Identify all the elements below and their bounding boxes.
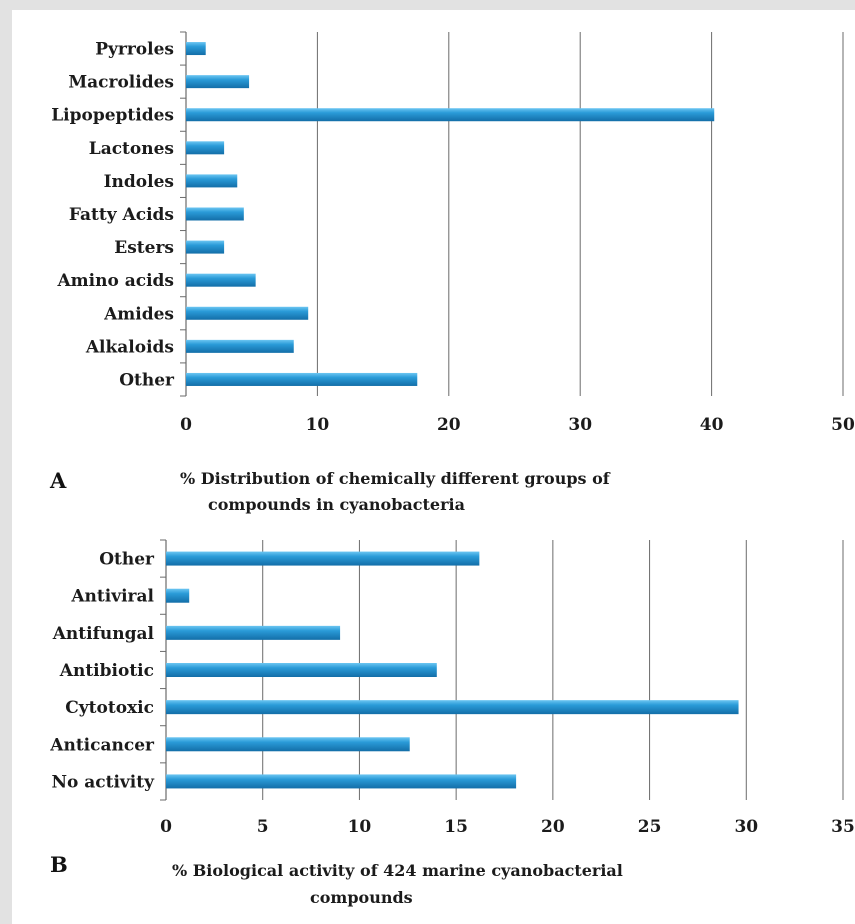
chartA-category-label: Lactones bbox=[89, 139, 174, 159]
chartB-bar-antibiotic bbox=[166, 663, 437, 677]
figure-frame: Pyrroles Macrolides Lipopeptides Lactones In… bbox=[12, 10, 855, 924]
chartB-x-tick-label: 25 bbox=[638, 817, 662, 837]
chartA-category-label: Indoles bbox=[104, 172, 174, 192]
chartA-bar-esters bbox=[186, 240, 225, 254]
chartA-bar-amino-acids bbox=[186, 273, 256, 287]
chartB-x-tick-label: 5 bbox=[257, 817, 269, 837]
chartB-x-tick-label: 15 bbox=[444, 817, 468, 837]
chartB-x-tick-label: 20 bbox=[541, 817, 565, 837]
chartA-category-label: Amino acids bbox=[56, 271, 174, 291]
chartA-x-tick-label: 0 bbox=[180, 415, 192, 435]
chartB-panel-letter: B bbox=[50, 852, 68, 877]
chartA-category-label: Alkaloids bbox=[85, 337, 174, 357]
chartA-bar-other bbox=[186, 372, 418, 386]
chartA-x-tick-label: 20 bbox=[437, 415, 461, 435]
chartA-x-tick-label: 30 bbox=[568, 415, 592, 435]
chartA-bar-fatty-acids bbox=[186, 207, 244, 221]
chartA-category-label: Macrolides bbox=[68, 73, 174, 93]
chartB-bar-cytotoxic bbox=[166, 700, 739, 715]
chartA-bar-pyrroles bbox=[186, 42, 206, 56]
chartB-category-label: Antiviral bbox=[70, 587, 154, 607]
chartB-category-label: Antibiotic bbox=[59, 661, 154, 681]
chartB-x-tick-label: 10 bbox=[348, 817, 372, 837]
chartA-bar-macrolides bbox=[186, 75, 250, 89]
chartB-x-tick-label: 0 bbox=[160, 817, 172, 837]
chartA-category-label: Esters bbox=[114, 238, 174, 258]
chartB-bar-antiviral bbox=[166, 588, 190, 603]
chartA-bar-lipopeptides bbox=[186, 108, 715, 122]
chartA-bar-alkaloids bbox=[186, 339, 294, 353]
chartA-category-label: Other bbox=[119, 370, 175, 390]
chartB-category-label: Other bbox=[99, 550, 155, 570]
chartA-panel-letter: A bbox=[49, 468, 67, 493]
figure-svg: Pyrroles Macrolides Lipopeptides Lactones In… bbox=[49, 31, 855, 907]
chartB-category-label: Antifungal bbox=[52, 624, 155, 644]
chartA-category-label: Lipopeptides bbox=[51, 106, 174, 126]
chartB-category-label: Cytotoxic bbox=[65, 698, 154, 718]
chartB-x-tick-label: 30 bbox=[734, 817, 758, 837]
chartA-category-label: Pyrroles bbox=[95, 40, 174, 60]
chartA-x-tick-label: 40 bbox=[700, 415, 724, 435]
chartA-bar-amides bbox=[186, 306, 309, 320]
chartB-category-label: Anticancer bbox=[49, 735, 155, 755]
chartB-bar-other bbox=[166, 551, 480, 566]
chartA-category-label: Amides bbox=[103, 304, 174, 324]
chartB-category-label: No activity bbox=[51, 772, 155, 792]
chartA-caption-line: % Distribution of chemically different g… bbox=[180, 469, 611, 488]
chartB-bar-antifungal bbox=[166, 625, 341, 640]
chartB-x-tick-label: 35 bbox=[831, 817, 855, 837]
chartB-caption-line: % Biological activity of 424 marine cyan… bbox=[172, 861, 623, 880]
chartB-bar-no-activity bbox=[166, 774, 517, 789]
chartB-caption-line: compounds bbox=[310, 888, 413, 907]
chartA-bar-indoles bbox=[186, 174, 238, 188]
chartA-bar-lactones bbox=[186, 141, 225, 155]
chartA-x-tick-label: 50 bbox=[831, 415, 855, 435]
chartA-x-tick-label: 10 bbox=[306, 415, 330, 435]
chartA-caption-line: compounds in cyanobacteria bbox=[208, 495, 465, 514]
chartA-category-label: Fatty Acids bbox=[69, 205, 174, 225]
chartB-bar-anticancer bbox=[166, 737, 410, 752]
